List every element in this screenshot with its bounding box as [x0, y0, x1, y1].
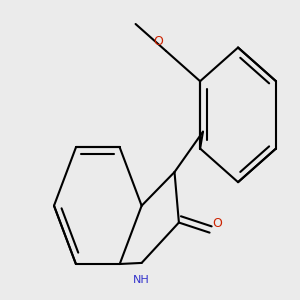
Text: O: O [213, 217, 222, 230]
Text: NH: NH [133, 275, 150, 285]
Text: O: O [153, 35, 163, 48]
